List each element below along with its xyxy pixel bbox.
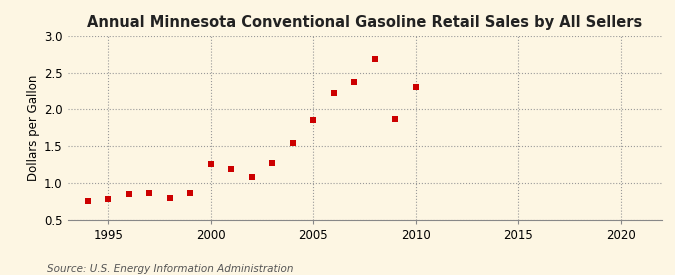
Point	[246, 174, 257, 179]
Point	[144, 191, 155, 195]
Point	[390, 117, 401, 121]
Title: Annual Minnesota Conventional Gasoline Retail Sales by All Sellers: Annual Minnesota Conventional Gasoline R…	[87, 15, 642, 31]
Point	[410, 85, 421, 90]
Point	[308, 118, 319, 122]
Point	[288, 141, 298, 145]
Y-axis label: Dollars per Gallon: Dollars per Gallon	[27, 75, 40, 181]
Text: Source: U.S. Energy Information Administration: Source: U.S. Energy Information Administ…	[47, 264, 294, 274]
Point	[205, 162, 216, 166]
Point	[226, 167, 237, 171]
Point	[165, 196, 176, 200]
Point	[185, 191, 196, 195]
Point	[328, 91, 339, 95]
Point	[124, 192, 134, 196]
Point	[103, 197, 114, 202]
Point	[349, 80, 360, 84]
Point	[369, 56, 380, 61]
Point	[267, 161, 277, 166]
Point	[82, 199, 93, 203]
